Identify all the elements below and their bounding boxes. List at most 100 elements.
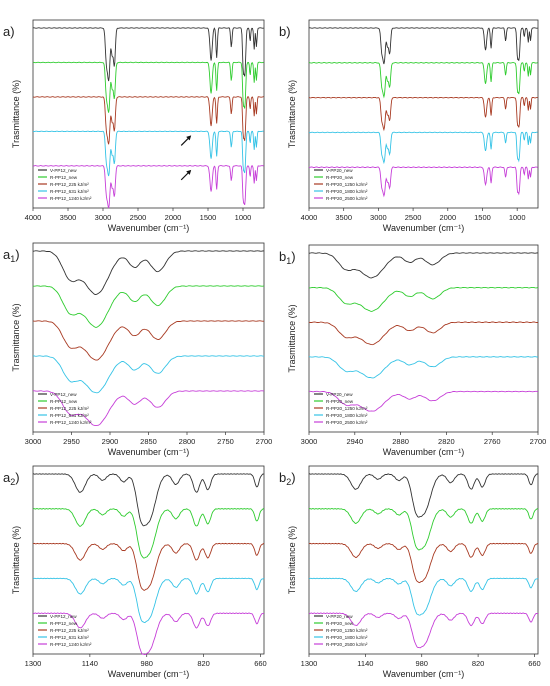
series-line-5 — [32, 612, 265, 656]
series-line-3 — [308, 542, 539, 584]
plot-frame — [32, 19, 265, 209]
legend-entry: R-PP20_1800 kJ/m² — [326, 635, 368, 640]
x-tick-label: 1300 — [25, 659, 42, 668]
legend-entry: R-PP12_1240 kJ/m² — [50, 196, 92, 201]
y-axis-label: Trasmittance (%) — [11, 526, 21, 594]
x-tick-label: 3500 — [335, 213, 352, 222]
legend-entry: R-PP20_1250 kJ/m² — [326, 406, 368, 411]
series-line-5 — [308, 612, 539, 649]
panel-a1: a1) 3000 2950 2900 2850 2800 2750 2700 Wavenumbe… — [3, 242, 272, 457]
x-tick-label: 820 — [197, 659, 210, 668]
x-tick-label: 2750 — [217, 437, 234, 446]
legend-entry: V-PP20_new — [326, 168, 353, 173]
x-tick-label: 1300 — [301, 659, 318, 668]
x-tick-label: 980 — [415, 659, 428, 668]
series-line-1 — [309, 27, 538, 65]
legend-entry: V-PP12_new — [50, 168, 77, 173]
panel-label: b1) — [279, 249, 296, 266]
series-line-3 — [32, 96, 264, 145]
legend-entry: V-PP12_new — [50, 392, 77, 397]
series-line-1 — [33, 473, 265, 527]
annotation-arrow-head — [186, 135, 192, 141]
x-tick-label: 1500 — [200, 213, 217, 222]
panel-label: a1) — [3, 247, 20, 264]
series-line-3 — [308, 321, 539, 346]
series-line-3 — [32, 542, 265, 591]
series-line-3 — [32, 320, 264, 361]
x-tick-label: 1140 — [82, 659, 98, 668]
series-line-2 — [33, 285, 265, 328]
panel-label: b2) — [279, 470, 296, 487]
y-axis-label: Trasmittance (%) — [11, 80, 21, 148]
series-line-2 — [308, 62, 538, 99]
series-line-2 — [32, 508, 264, 559]
legend-entry: R-PP20_1250 kJ/m² — [326, 182, 368, 187]
x-tick-label: 1500 — [474, 213, 491, 222]
y-axis-label: Trasmittance (%) — [287, 80, 297, 148]
plot-frame — [308, 19, 539, 209]
series-line-4 — [33, 130, 264, 177]
legend-entry: R-PP12_631 kJ/m² — [50, 189, 89, 194]
legend-entry: R-PP12_new — [50, 621, 78, 626]
series-line-4 — [32, 355, 264, 394]
x-tick-label: 2820 — [438, 437, 455, 446]
x-axis-label: Wavenumber (cm⁻¹) — [383, 447, 464, 457]
series-line-4 — [308, 577, 539, 616]
series-line-4 — [32, 577, 265, 623]
x-tick-label: 2000 — [439, 213, 456, 222]
x-tick-label: 2000 — [165, 213, 182, 222]
x-tick-label: 2760 — [484, 437, 501, 446]
x-tick-label: 660 — [254, 659, 267, 668]
x-tick-label: 1000 — [235, 213, 252, 222]
legend-entry: V-PP20_new — [326, 392, 353, 397]
legend-entry: R-PP12_1240 kJ/m² — [50, 420, 92, 425]
x-tick-label: 2950 — [63, 437, 80, 446]
x-tick-label: 4000 — [25, 213, 42, 222]
series-line-2 — [308, 508, 538, 551]
series-line-4 — [308, 356, 539, 379]
plot-frame — [308, 244, 539, 433]
panel-label: a2) — [3, 470, 20, 487]
x-tick-label: 3500 — [60, 213, 77, 222]
legend-entry: R-PP12_631 kJ/m² — [50, 413, 89, 418]
series-line-5 — [32, 165, 264, 209]
legend-entry: R-PP12_225 kJ/m² — [50, 628, 89, 633]
panel-label: a) — [3, 24, 15, 39]
series-line-5 — [308, 166, 538, 198]
panel-a: a) 4000 3500 3000 2500 2000 1500 1000 Wavenumber… — [3, 19, 265, 233]
panel-label-subscript: 2 — [10, 477, 15, 487]
series-line-5 — [309, 390, 539, 412]
x-tick-label: 3000 — [370, 213, 387, 222]
legend-entry: V-PP20_new — [326, 614, 353, 619]
series-line-1 — [309, 252, 539, 279]
x-tick-label: 980 — [140, 659, 153, 668]
panel-label-subscript: 1 — [10, 254, 15, 264]
panel-label: b) — [279, 24, 291, 39]
annotation-arrow-head — [186, 169, 192, 175]
legend-entry: R-PP20_new — [326, 621, 354, 626]
legend-entry: R-PP20_1250 kJ/m² — [326, 628, 368, 633]
panel-label-subscript: 1 — [286, 256, 291, 266]
series-line-1 — [309, 473, 539, 518]
x-axis-label: Wavenumber (cm⁻¹) — [108, 223, 189, 233]
panel-b1: b1) 3000 2940 2880 2820 2760 2700 Wavenumber (c… — [279, 244, 546, 457]
series-line-3 — [308, 96, 538, 132]
panel-b2: b2) 1300 1140 980 820 660 Wavenumber (cm⁻¹) Tra… — [279, 465, 541, 679]
x-tick-label: 3000 — [301, 437, 318, 446]
x-tick-label: 2880 — [392, 437, 409, 446]
legend-entry: R-PP20_2500 kJ/m² — [326, 420, 368, 425]
x-axis-label: Wavenumber (cm⁻¹) — [108, 669, 189, 679]
x-tick-label: 1000 — [509, 213, 526, 222]
legend-entry: R-PP12_225 kJ/m² — [50, 406, 89, 411]
y-axis-label: Trasmittance (%) — [287, 526, 297, 594]
x-tick-label: 4000 — [301, 213, 318, 222]
legend-entry: R-PP20_new — [326, 399, 354, 404]
x-tick-label: 2500 — [130, 213, 147, 222]
x-tick-label: 820 — [472, 659, 485, 668]
x-tick-label: 3000 — [95, 213, 112, 222]
plot-frame — [308, 465, 539, 655]
y-axis-label: Trasmittance (%) — [11, 303, 21, 371]
x-tick-label: 1140 — [357, 659, 373, 668]
x-tick-label: 2900 — [102, 437, 119, 446]
